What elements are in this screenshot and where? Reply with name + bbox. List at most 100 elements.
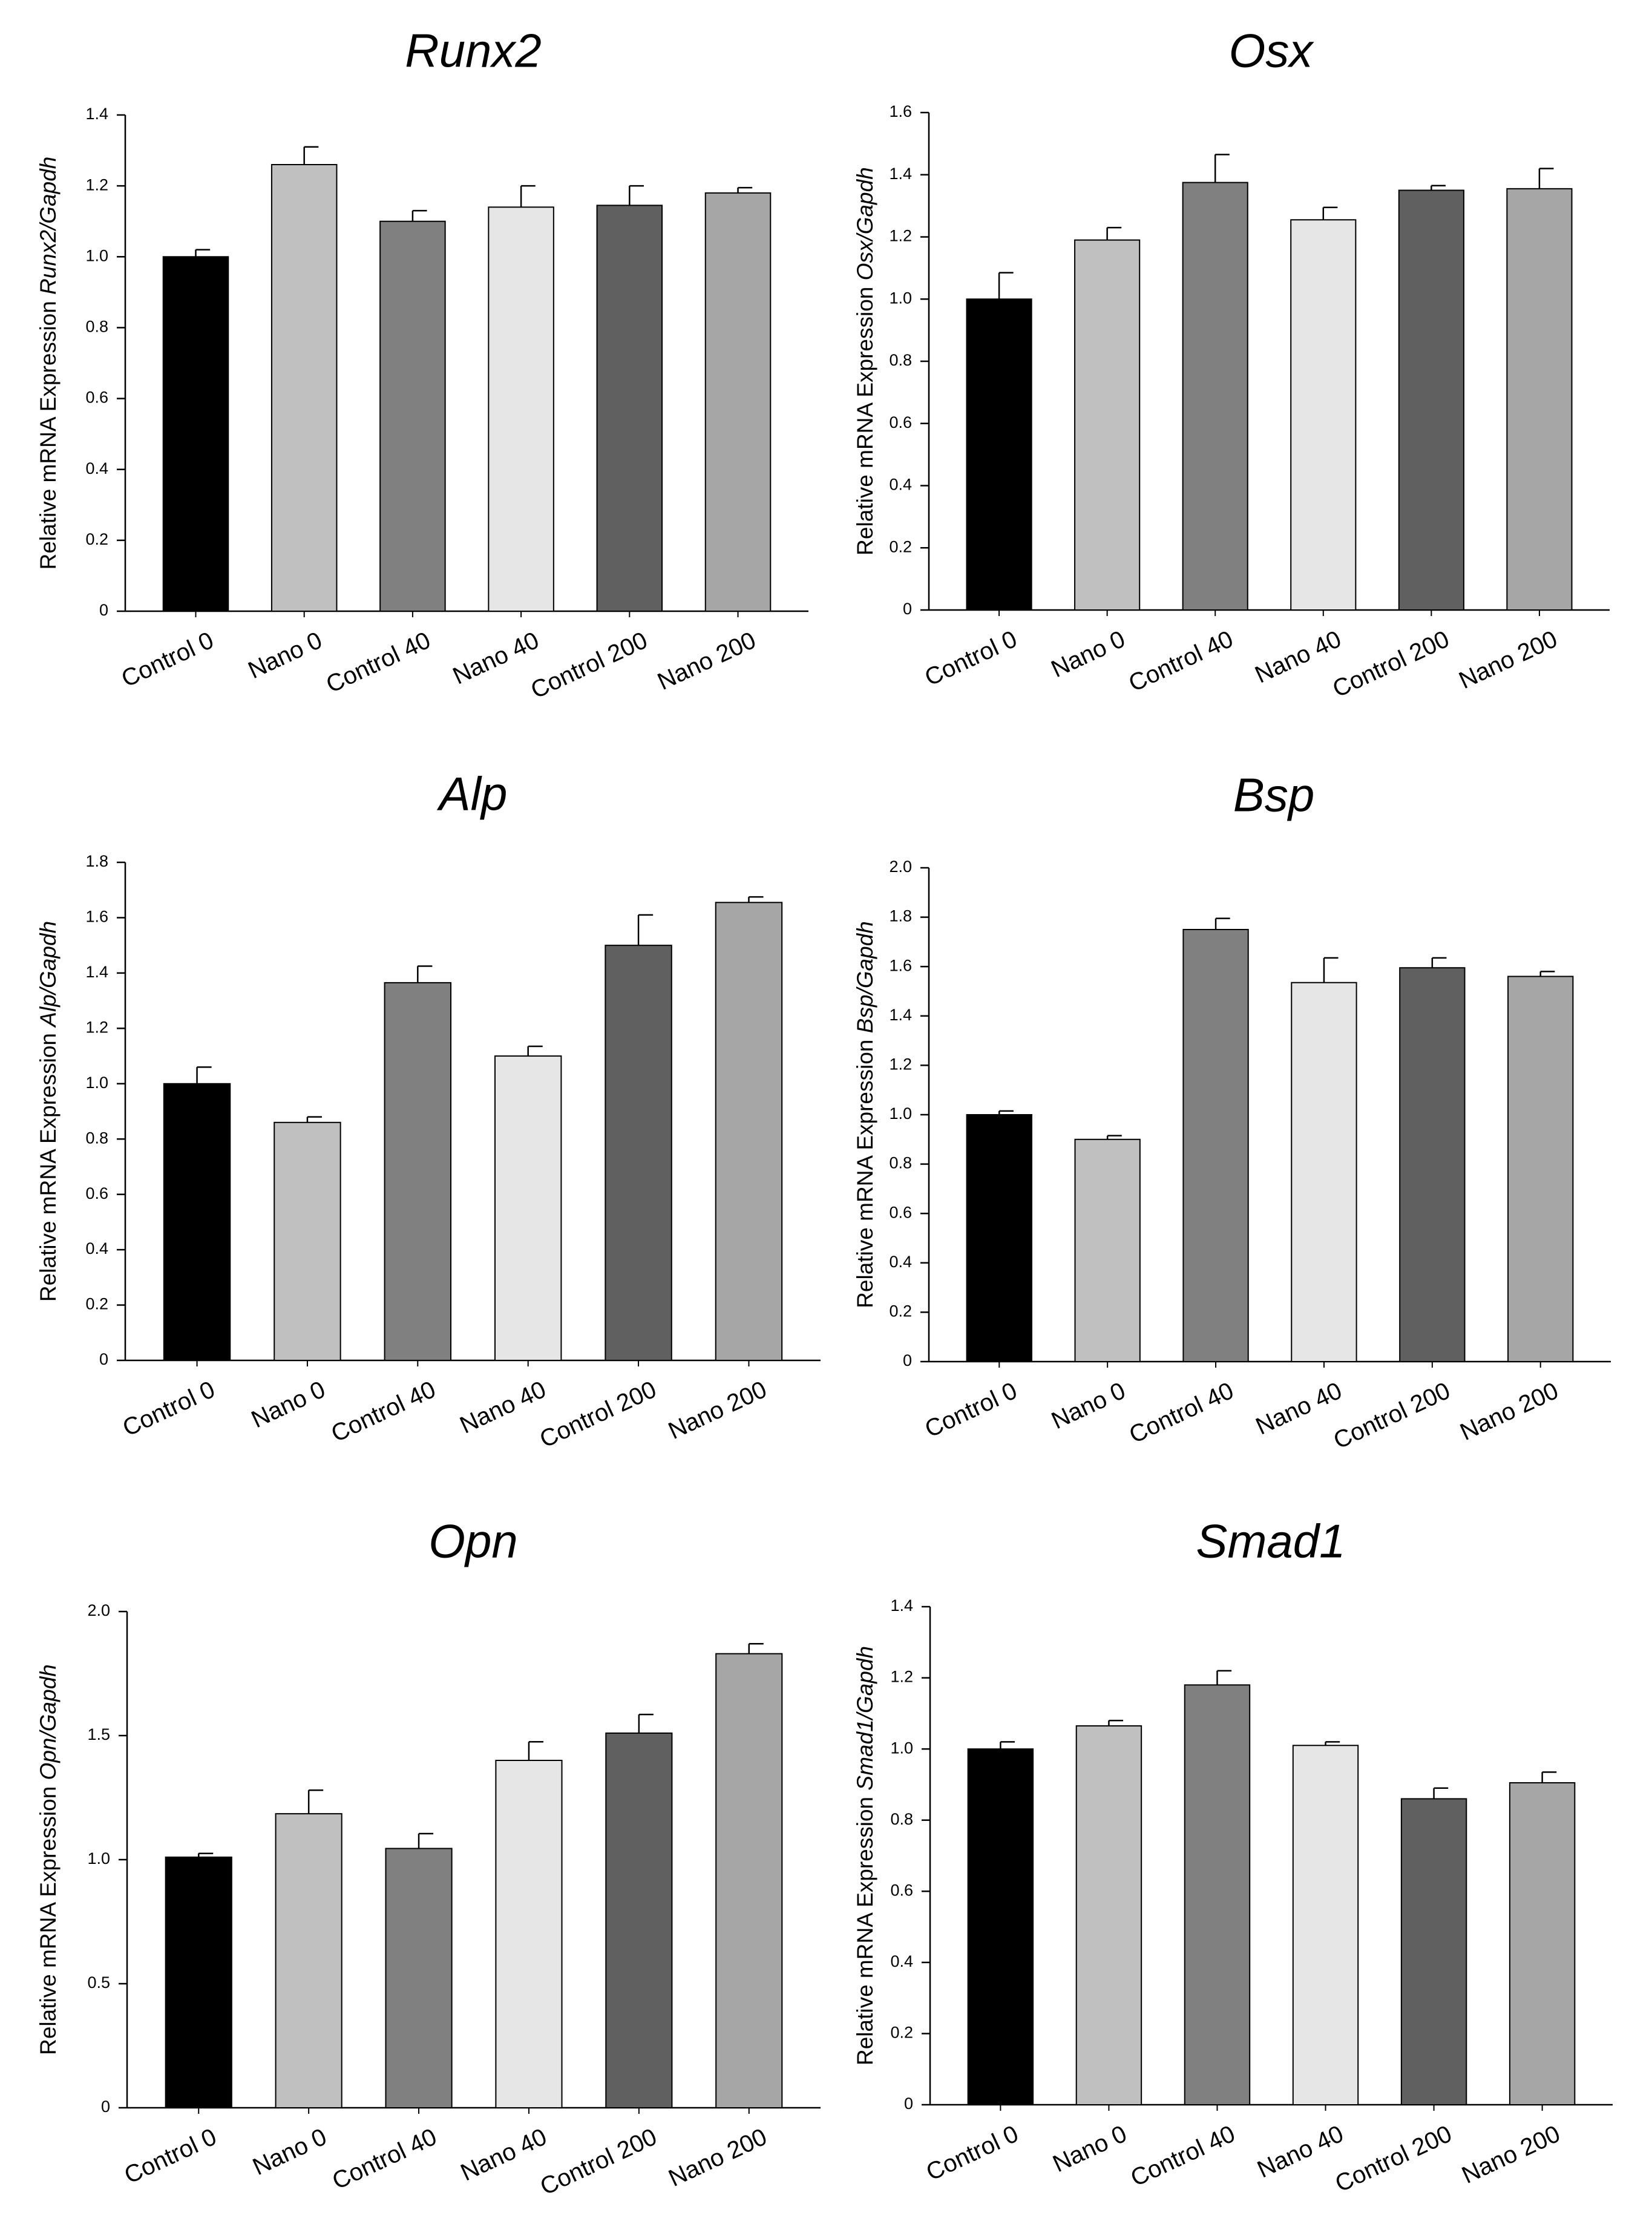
x-tick-label: Control 200 bbox=[1329, 1377, 1454, 1454]
y-tick-label: 1.2 bbox=[85, 175, 108, 194]
y-tick-label: 1.6 bbox=[889, 102, 912, 120]
bar bbox=[605, 945, 672, 1361]
x-tick-label: Control 40 bbox=[1127, 2120, 1239, 2192]
bar bbox=[165, 1856, 232, 2108]
x-tick-label: Nano 200 bbox=[1455, 626, 1561, 694]
y-tick-label: 1.4 bbox=[85, 963, 108, 981]
bar bbox=[270, 164, 338, 612]
chart-panel-runx2: Runx2 0 0.2 0.4 0.6 0.8 1.0 1.2 1.4 Relative mRNA… bbox=[36, 24, 808, 704]
chart-panel-smad1: Smad1 0 0.2 0.4 0.6 0.8 1.0 1.2 1.4 Relative mRNA… bbox=[853, 1515, 1613, 2197]
x-tick-label: Control 0 bbox=[119, 1376, 219, 1441]
error-bar bbox=[1216, 1670, 1232, 1685]
bar bbox=[967, 1748, 1034, 2105]
y-tick-label: 2.0 bbox=[87, 1601, 110, 1619]
error-bar bbox=[637, 914, 654, 946]
chart-panel-opn: Opn 0 0.5 1.0 1.5 2.0 Relative mRNA Expression… bbox=[36, 1515, 821, 2200]
bar bbox=[715, 902, 783, 1361]
error-bar bbox=[737, 186, 753, 193]
error-bar bbox=[1000, 1741, 1015, 1750]
y-tick-label: 0.4 bbox=[889, 476, 912, 494]
error-bar bbox=[748, 1643, 764, 1654]
chart-title: Smad1 bbox=[1196, 1515, 1345, 1568]
bar bbox=[494, 1055, 562, 1361]
error-bar bbox=[1323, 957, 1339, 983]
error-bar bbox=[638, 1713, 654, 1733]
bar bbox=[1398, 189, 1464, 611]
error-bar bbox=[748, 896, 764, 903]
error-bar bbox=[1541, 1771, 1557, 1783]
y-tick-label: 0.6 bbox=[890, 1881, 913, 1899]
x-tick-label: Control 0 bbox=[117, 627, 218, 692]
bar bbox=[1291, 982, 1357, 1362]
bar bbox=[1507, 976, 1574, 1362]
y-tick-label: 0 bbox=[903, 1351, 912, 1369]
x-tick-label: Nano 0 bbox=[1049, 2120, 1130, 2177]
y-tick-label: 1.0 bbox=[85, 246, 108, 264]
bar bbox=[275, 1813, 343, 2108]
y-tick-label: 0.6 bbox=[85, 1184, 108, 1202]
x-tick-label: Control 200 bbox=[1329, 626, 1454, 703]
y-tick-label: 0 bbox=[101, 2097, 110, 2116]
chart-title: Opn bbox=[428, 1515, 517, 1568]
y-tick-label: 1.0 bbox=[889, 1104, 912, 1123]
x-tick-label: Control 200 bbox=[527, 627, 652, 704]
y-tick-label: 0.2 bbox=[889, 537, 912, 556]
y-axis-label: Relative mRNA Expression Opn/Gapdh bbox=[36, 1664, 61, 2055]
y-tick-label: 1.0 bbox=[889, 289, 912, 307]
y-tick-label: 0 bbox=[904, 2094, 913, 2113]
chart-title: Osx bbox=[1229, 24, 1315, 77]
error-bar bbox=[1214, 154, 1230, 183]
chart-panel-osx: Osx 0 0.2 0.4 0.6 0.8 1.0 1.2 1.4 1.6 Relative mRN… bbox=[853, 24, 1610, 703]
x-tick-label: Control 40 bbox=[1125, 1377, 1237, 1449]
error-bar bbox=[417, 965, 433, 983]
y-tick-label: 1.5 bbox=[87, 1725, 110, 1743]
bar bbox=[1400, 1798, 1467, 2105]
error-bar bbox=[629, 185, 644, 206]
bar bbox=[704, 192, 772, 612]
y-tick-label: 0.8 bbox=[85, 318, 108, 336]
bar bbox=[605, 1732, 673, 2108]
error-bar bbox=[195, 249, 211, 257]
bar bbox=[274, 1121, 341, 1362]
error-bar bbox=[418, 1832, 434, 1849]
error-bar bbox=[527, 1045, 543, 1057]
bar bbox=[1075, 1725, 1142, 2105]
y-tick-label: 0 bbox=[903, 600, 912, 618]
error-bar bbox=[307, 1789, 324, 1814]
error-bar bbox=[998, 272, 1014, 300]
y-tick-label: 0.8 bbox=[889, 1154, 912, 1172]
x-tick-label: Control 0 bbox=[921, 626, 1021, 691]
bar bbox=[1182, 929, 1249, 1362]
y-tick-label: 2.0 bbox=[889, 858, 912, 876]
error-bar bbox=[1431, 185, 1446, 191]
y-tick-label: 1.4 bbox=[889, 1006, 912, 1024]
y-tick-label: 1.4 bbox=[85, 105, 108, 123]
y-tick-label: 1.6 bbox=[889, 956, 912, 974]
error-bar bbox=[303, 146, 319, 165]
bar bbox=[1184, 1684, 1251, 2106]
x-tick-label: Control 200 bbox=[536, 2123, 661, 2200]
bar bbox=[379, 220, 446, 612]
y-tick-label: 1.2 bbox=[890, 1668, 913, 1686]
error-bar bbox=[1325, 1741, 1340, 1746]
y-axis-label: Relative mRNA Expression Smad1/Gapdh bbox=[853, 1646, 877, 2065]
y-tick-label: 1.2 bbox=[889, 1055, 912, 1074]
x-tick-label: Nano 200 bbox=[1456, 1377, 1562, 1446]
bar bbox=[596, 205, 663, 612]
y-tick-label: 0.4 bbox=[85, 459, 108, 477]
y-tick-label: 0.8 bbox=[85, 1129, 108, 1147]
y-tick-label: 0.4 bbox=[85, 1239, 108, 1258]
y-tick-label: 0.8 bbox=[889, 351, 912, 369]
error-bar bbox=[196, 1066, 212, 1084]
x-tick-label: Nano 200 bbox=[654, 627, 760, 695]
error-bar bbox=[1108, 1719, 1124, 1726]
y-tick-label: 1.2 bbox=[889, 227, 912, 245]
x-tick-label: Nano 0 bbox=[244, 627, 326, 684]
bar bbox=[1074, 1138, 1141, 1363]
x-tick-label: Nano 0 bbox=[247, 1376, 329, 1433]
y-tick-label: 0.2 bbox=[85, 530, 108, 548]
y-tick-label: 0.4 bbox=[890, 1952, 913, 1970]
error-bar bbox=[197, 1852, 214, 1857]
y-tick-label: 1.4 bbox=[890, 1596, 913, 1615]
